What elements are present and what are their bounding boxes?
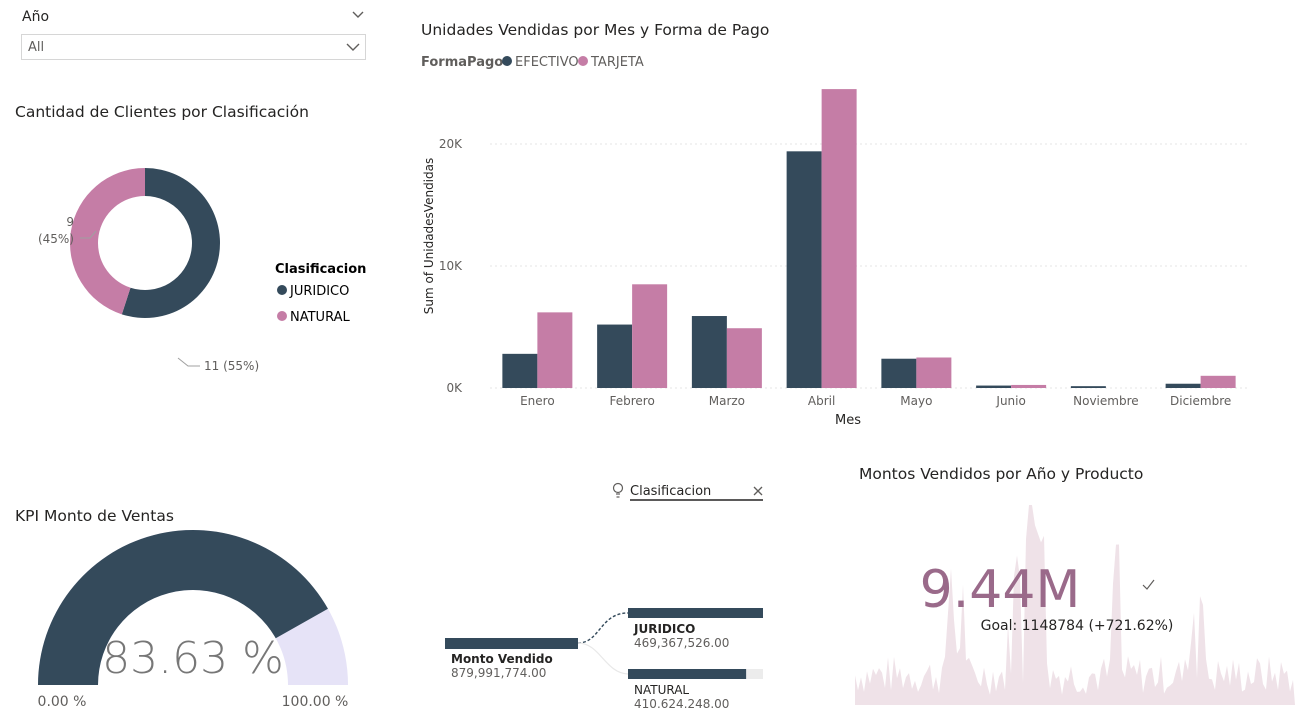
bar-tarjeta-enero[interactable] — [537, 312, 573, 388]
decomp-connector-juridico — [577, 612, 629, 644]
year-dropdown[interactable]: All — [21, 34, 366, 60]
y-tick-labels: 0K 10K 20K — [439, 137, 463, 395]
gauge-fill — [38, 530, 328, 685]
close-icon[interactable] — [750, 483, 766, 499]
legend-marker-tarjeta — [578, 56, 588, 66]
x-tick-label: Junio — [995, 394, 1025, 408]
bar-efectivo-diciembre[interactable] — [1165, 383, 1201, 388]
legend-marker-efectivo — [502, 56, 512, 66]
decomp-root-value: 879,991,774.00 — [451, 666, 546, 680]
bar-marks — [502, 89, 1236, 389]
natural-data-label-pct: (45%) — [38, 232, 74, 246]
x-tick-label: Mayo — [900, 394, 932, 408]
decomp-connector-natural — [577, 642, 629, 675]
bar-chart: FormaPago EFECTIVO TARJETA Sum of Unidad… — [421, 55, 1248, 428]
bar-tarjeta-junio[interactable] — [1011, 384, 1047, 388]
legend-label-natural[interactable]: NATURAL — [290, 310, 350, 325]
bar-chart-title: Unidades Vendidas por Mes y Forma de Pag… — [421, 21, 770, 39]
decomp-child-bar-natural[interactable] — [628, 669, 747, 679]
legend-label-efectivo[interactable]: EFECTIVO — [515, 55, 579, 70]
y-tick-label: 0K — [446, 381, 463, 395]
check-icon — [1142, 579, 1155, 590]
juridico-leader-line — [177, 357, 200, 367]
donut-chart: 9 (45%) 11 (55%) Clasificacion JURIDICO … — [38, 168, 366, 373]
lightbulb-icon — [612, 482, 624, 498]
decomp-child-label-juridico: JURIDICO — [633, 622, 695, 636]
bar-efectivo-junio[interactable] — [976, 385, 1012, 388]
natural-data-label-value: 9 — [66, 215, 74, 229]
bar-legend-title: FormaPago — [421, 55, 503, 70]
gauge-min-label: 0.00 % — [38, 694, 87, 708]
x-tick-label: Enero — [520, 394, 555, 408]
gauge-value: 83.63 % — [102, 633, 284, 684]
decomp-root-bar[interactable] — [445, 638, 578, 649]
x-axis-title: Mes — [835, 413, 861, 428]
year-slicer-title: Año — [22, 9, 50, 25]
bar-efectivo-noviembre[interactable] — [1070, 386, 1106, 388]
kpi-gauge: 83.63 % 0.00 % 100.00 % — [38, 530, 349, 708]
card-value: 9.44M — [920, 560, 1081, 620]
y-tick-label: 20K — [439, 137, 463, 151]
y-tick-label: 10K — [439, 259, 463, 273]
bar-tarjeta-abril[interactable] — [821, 89, 857, 388]
donut-chart-title: Cantidad de Clientes por Clasificación — [15, 103, 309, 121]
decomp-child-value-juridico: 469,367,526.00 — [634, 636, 729, 650]
x-tick-label: Noviembre — [1073, 394, 1139, 408]
chevron-path — [352, 11, 364, 18]
y-axis-title: Sum of UnidadesVendidas — [422, 158, 436, 315]
decomp-child-bar-juridico[interactable] — [628, 608, 763, 618]
legend-marker-natural — [277, 311, 287, 321]
card-title: Montos Vendidos por Año y Producto — [859, 465, 1144, 483]
donut-slices — [70, 168, 221, 318]
bar-tarjeta-febrero[interactable] — [632, 284, 668, 388]
x-tick-label: Diciembre — [1170, 394, 1231, 408]
bar-efectivo-enero[interactable] — [502, 353, 538, 388]
decomp-child-label-natural: NATURAL — [634, 683, 689, 697]
decomp-root-label: Monto Vendido — [451, 652, 553, 666]
legend-label-tarjeta[interactable]: TARJETA — [590, 55, 644, 70]
bar-tarjeta-diciembre[interactable] — [1200, 375, 1236, 388]
legend-marker-juridico — [277, 285, 287, 295]
bar-tarjeta-marzo[interactable] — [726, 328, 762, 388]
donut-slice-juridico[interactable] — [121, 168, 221, 318]
bar-tarjeta-mayo[interactable] — [916, 357, 952, 389]
natural-leader-line — [80, 230, 97, 239]
x-tick-labels: Enero Febrero Marzo Abril Mayo Junio Noviembre… — [520, 394, 1231, 408]
decomp-child-value-natural: 410,624,248.00 — [634, 697, 729, 708]
x-tick-label: Abril — [808, 394, 835, 408]
card-goal: Goal: 1148784 (+721.62%) — [981, 618, 1174, 634]
year-dropdown-value: All — [28, 40, 45, 55]
chevron-down-icon — [346, 43, 360, 51]
x-tick-label: Marzo — [709, 394, 745, 408]
x-tick-label: Febrero — [609, 394, 654, 408]
donut-legend-title: Clasificacion — [275, 262, 366, 277]
kpi-card: 9.44M Goal: 1148784 (+721.62%) — [855, 505, 1295, 705]
bar-efectivo-febrero[interactable] — [597, 324, 633, 388]
bar-efectivo-abril[interactable] — [786, 151, 822, 388]
juridico-data-label: 11 (55%) — [204, 359, 259, 373]
decomp-level-header[interactable]: Clasificacion — [630, 484, 711, 499]
card-trend-area — [855, 505, 1295, 705]
donut-slice-natural[interactable] — [70, 168, 145, 315]
decomposition-tree: Clasificacion Monto Vendido 879,991,774.… — [445, 482, 766, 708]
legend-label-juridico[interactable]: JURIDICO — [289, 284, 349, 299]
gauge-max-label: 100.00 % — [282, 694, 349, 708]
chevron-up-icon[interactable] — [350, 7, 366, 23]
decomp-children — [628, 608, 763, 679]
bar-efectivo-mayo[interactable] — [881, 358, 917, 388]
bar-efectivo-marzo[interactable] — [691, 316, 727, 388]
kpi-title: KPI Monto de Ventas — [15, 507, 174, 525]
